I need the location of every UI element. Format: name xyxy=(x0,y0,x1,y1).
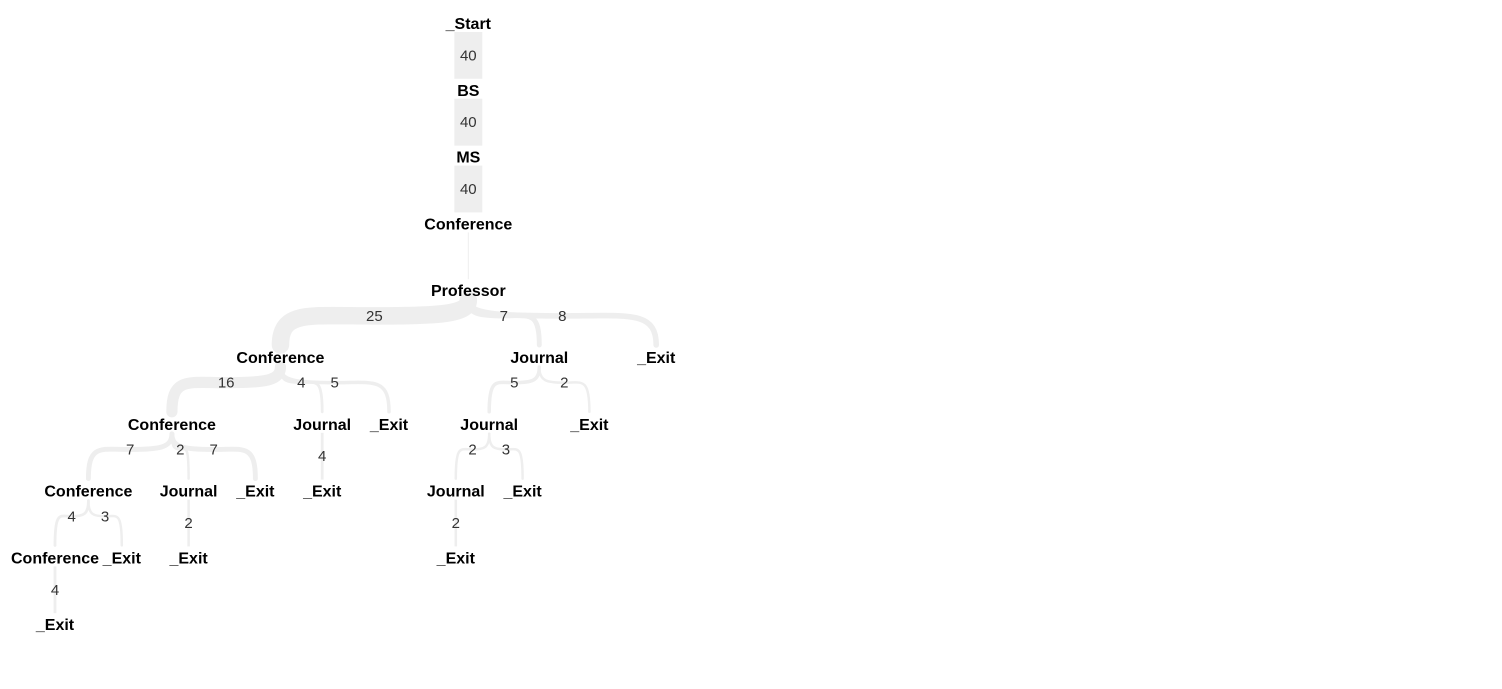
edge-labels-layer: 40 40 40 25 16 7 4 4 3 2 2 7 4 4 5 7 5 2 2 3 2 8 xyxy=(51,47,569,598)
node-label-exit[interactable]: _Exit xyxy=(369,417,409,434)
node-label-journal[interactable]: Journal xyxy=(427,484,485,501)
node-label-exit[interactable]: _Exit xyxy=(569,417,609,434)
tree-link xyxy=(271,291,478,354)
node-label-ms[interactable]: MS xyxy=(456,150,480,167)
edge-count-label: 4 xyxy=(297,375,305,392)
tree-link xyxy=(538,365,591,414)
edge-count-label: 7 xyxy=(209,441,217,458)
edge-count-label: 2 xyxy=(184,515,192,532)
tree-link xyxy=(278,365,391,414)
node-label-professor[interactable]: Professor xyxy=(431,283,506,300)
node-label-journal[interactable]: Journal xyxy=(510,350,568,367)
node-label-journal[interactable]: Journal xyxy=(293,417,351,434)
tree-link xyxy=(454,432,491,480)
edge-count-label: 2 xyxy=(176,441,184,458)
edge-count-label: 4 xyxy=(318,448,326,465)
node-label-exit[interactable]: _Exit xyxy=(636,350,676,367)
node-label-journal[interactable]: Journal xyxy=(460,417,518,434)
node-label-exit[interactable]: _Exit xyxy=(35,617,75,634)
node-label-conference[interactable]: Conference xyxy=(11,550,99,567)
edge-count-label: 2 xyxy=(468,441,476,458)
tree-link xyxy=(487,432,524,480)
tree-link xyxy=(487,365,542,414)
edge-count-label: 5 xyxy=(331,375,339,392)
node-label-bs[interactable]: BS xyxy=(457,83,480,100)
node-label-exit[interactable]: _Exit xyxy=(302,484,342,501)
links-layer xyxy=(53,32,659,614)
edge-count-label: 16 xyxy=(218,375,235,392)
node-label-exit[interactable]: _Exit xyxy=(168,550,208,567)
edge-count-label: 5 xyxy=(510,375,518,392)
edge-count-label: 7 xyxy=(500,308,508,325)
node-label-exit[interactable]: _Exit xyxy=(102,550,142,567)
edge-count-label: 25 xyxy=(366,308,383,325)
edge-count-label: 3 xyxy=(101,508,109,525)
edge-count-label: 8 xyxy=(558,308,566,325)
edge-count-label: 7 xyxy=(126,441,134,458)
node-label-exit[interactable]: _Exit xyxy=(502,484,542,501)
node-label-conference[interactable]: Conference xyxy=(128,417,216,434)
edge-count-label: 2 xyxy=(452,515,460,532)
edge-count-label: 40 xyxy=(460,114,477,131)
tree-link xyxy=(53,499,90,547)
tree-link xyxy=(87,499,124,547)
node-label-conference[interactable]: Conference xyxy=(424,216,512,233)
node-label-exit[interactable]: _Exit xyxy=(436,550,476,567)
tree-link xyxy=(166,361,287,418)
node-label-journal[interactable]: Journal xyxy=(160,484,218,501)
node-label-conference[interactable]: Conference xyxy=(236,350,324,367)
node-label-_start[interactable]: _Start xyxy=(445,16,492,33)
edge-count-label: 40 xyxy=(460,47,477,64)
tree-link xyxy=(85,431,175,482)
edge-count-label: 4 xyxy=(51,582,59,599)
tree-link xyxy=(169,431,258,482)
nodes-layer: _Start BS MS Conference Professor Conference C… xyxy=(11,16,676,634)
node-label-conference[interactable]: Conference xyxy=(44,484,132,501)
edge-count-label: 3 xyxy=(502,441,510,458)
edge-count-label: 2 xyxy=(560,375,568,392)
edge-count-label: 4 xyxy=(68,508,76,525)
edge-count-label: 40 xyxy=(460,181,477,198)
tree-link xyxy=(465,297,659,348)
node-label-exit[interactable]: _Exit xyxy=(235,484,275,501)
